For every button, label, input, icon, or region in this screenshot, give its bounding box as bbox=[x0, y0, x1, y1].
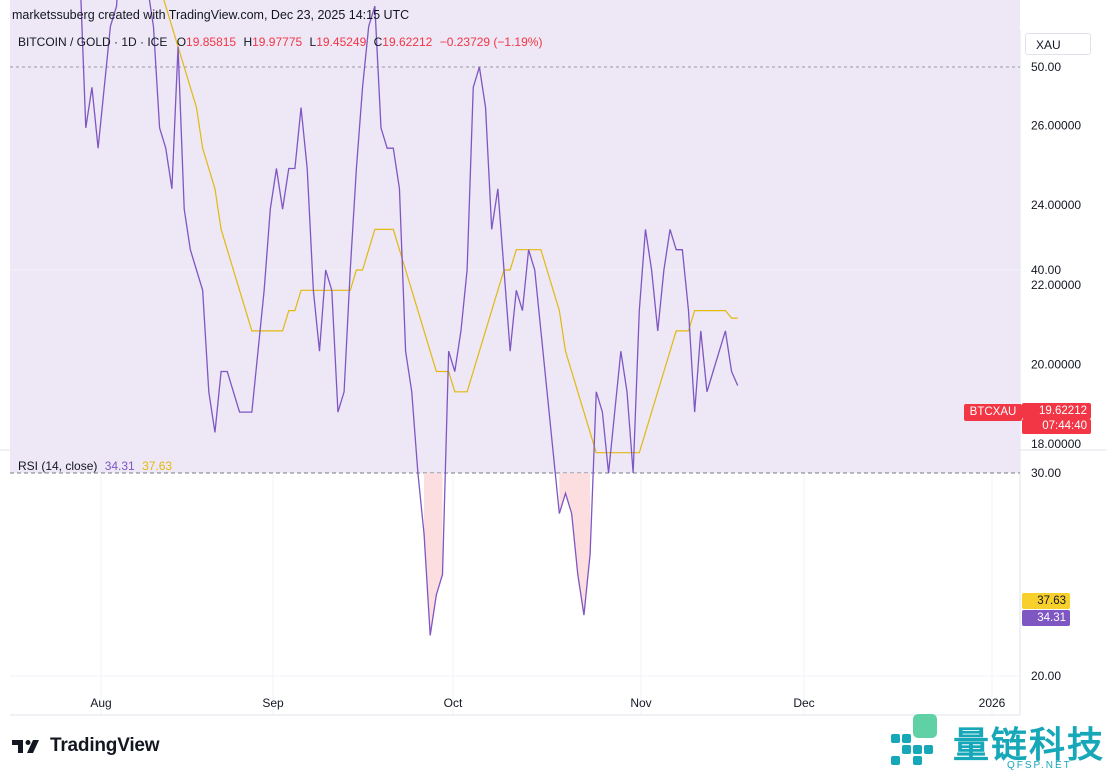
rsi-band-background bbox=[10, 0, 1020, 473]
rsi-value: 34.31 bbox=[104, 459, 135, 473]
price-axis-label: 22.00000 bbox=[1031, 278, 1081, 292]
close-value: 19.62212 bbox=[382, 35, 433, 49]
open-value: 19.85815 bbox=[186, 35, 237, 49]
rsi-value-tag: 34.31 bbox=[1022, 610, 1070, 626]
change-value: −0.23729 (−1.19%) bbox=[439, 35, 543, 49]
watermark: 量链科技 QFSP.NET bbox=[885, 712, 1103, 777]
rsi-axis-label: 30.00 bbox=[1031, 466, 1061, 480]
rsi-oversold-fill bbox=[424, 473, 443, 636]
symbol-name[interactable]: BITCOIN / GOLD · 1D · ICE bbox=[18, 35, 168, 49]
watermark-logo-icon bbox=[891, 714, 937, 765]
rsi-axis-label: 40.00 bbox=[1031, 263, 1061, 277]
tradingview-logo-text: TradingView bbox=[50, 735, 160, 756]
rsi-label[interactable]: RSI (14, close) bbox=[18, 459, 98, 473]
rsi-legend: RSI (14, close) 34.31 37.63 bbox=[18, 459, 172, 473]
watermark-url: QFSP.NET bbox=[1007, 760, 1072, 771]
price-axis-label: 24.00000 bbox=[1031, 198, 1081, 212]
symbol-legend: BITCOIN / GOLD · 1D · ICE O19.85815 H19.… bbox=[18, 35, 542, 49]
last-price-label: 19.62212 bbox=[1022, 403, 1091, 419]
high-value: 19.97775 bbox=[252, 35, 303, 49]
rsi-oversold-fill bbox=[559, 473, 591, 616]
price-axis-label: 20.00000 bbox=[1031, 357, 1081, 371]
chart-credit: marketssuberg created with TradingView.c… bbox=[12, 8, 410, 22]
tradingview-logo[interactable]: TradingView bbox=[12, 735, 160, 757]
rsi-ma-line bbox=[163, 0, 738, 454]
low-label: L bbox=[309, 35, 317, 49]
low-value: 19.45249 bbox=[316, 35, 367, 49]
open-label: O bbox=[176, 35, 187, 49]
time-axis-label: 2026 bbox=[979, 696, 1006, 710]
rsi-axis-label: 50.00 bbox=[1031, 60, 1061, 74]
price-axis-label: 18.00000 bbox=[1031, 437, 1081, 451]
rsi-line bbox=[80, 0, 739, 636]
currency-selector[interactable]: XAU bbox=[1025, 33, 1091, 55]
time-axis-label: Dec bbox=[793, 696, 814, 710]
watermark-text: 量链科技 bbox=[953, 725, 1106, 766]
high-label: H bbox=[243, 35, 253, 49]
bar-countdown-label: 07:44:40 bbox=[1022, 419, 1091, 434]
rsi-ma-value: 37.63 bbox=[142, 459, 173, 473]
last-price-ticker: BTCXAU bbox=[964, 404, 1022, 421]
time-axis-label: Sep bbox=[262, 696, 284, 710]
time-axis-label: Nov bbox=[630, 696, 651, 710]
time-axis-label: Aug bbox=[90, 696, 111, 710]
close-label: C bbox=[373, 35, 383, 49]
rsi-ma-tag: 37.63 bbox=[1022, 593, 1070, 609]
tradingview-logo-icon bbox=[12, 739, 39, 753]
rsi-axis-label: 20.00 bbox=[1031, 669, 1061, 683]
time-axis-label: Oct bbox=[444, 696, 463, 710]
price-axis-label: 26.00000 bbox=[1031, 119, 1081, 133]
